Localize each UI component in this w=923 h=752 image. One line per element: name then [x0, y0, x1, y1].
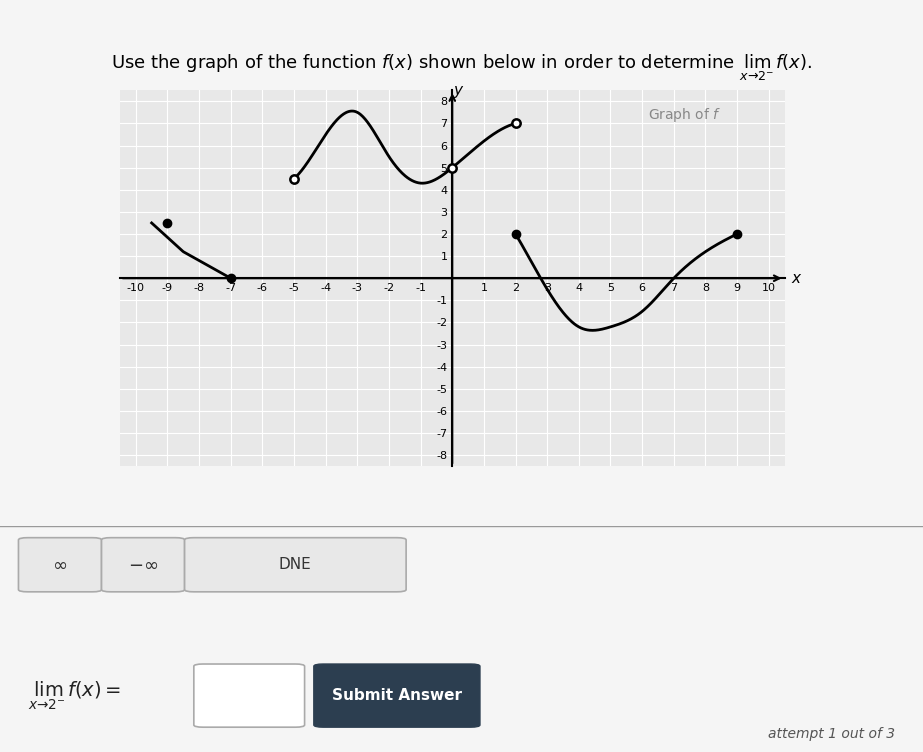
Text: $-\infty$: $-\infty$	[128, 556, 158, 574]
Text: Use the graph of the function $f(x)$ shown below in order to determine $\lim_{x\: Use the graph of the function $f(x)$ sho…	[111, 53, 812, 83]
FancyBboxPatch shape	[18, 538, 102, 592]
Text: Submit Answer: Submit Answer	[332, 688, 462, 703]
Text: attempt 1 out of 3: attempt 1 out of 3	[768, 726, 895, 741]
Text: DNE: DNE	[279, 557, 312, 572]
FancyBboxPatch shape	[194, 664, 305, 727]
Text: Graph of $f$: Graph of $f$	[648, 106, 721, 124]
Text: $y$: $y$	[453, 83, 464, 100]
Text: $x$: $x$	[791, 271, 802, 286]
FancyBboxPatch shape	[185, 538, 406, 592]
Text: $\infty$: $\infty$	[53, 556, 67, 574]
Text: $\lim_{x\to 2^-} f(x) =$: $\lim_{x\to 2^-} f(x) =$	[28, 679, 121, 712]
FancyBboxPatch shape	[314, 664, 480, 727]
FancyBboxPatch shape	[102, 538, 185, 592]
